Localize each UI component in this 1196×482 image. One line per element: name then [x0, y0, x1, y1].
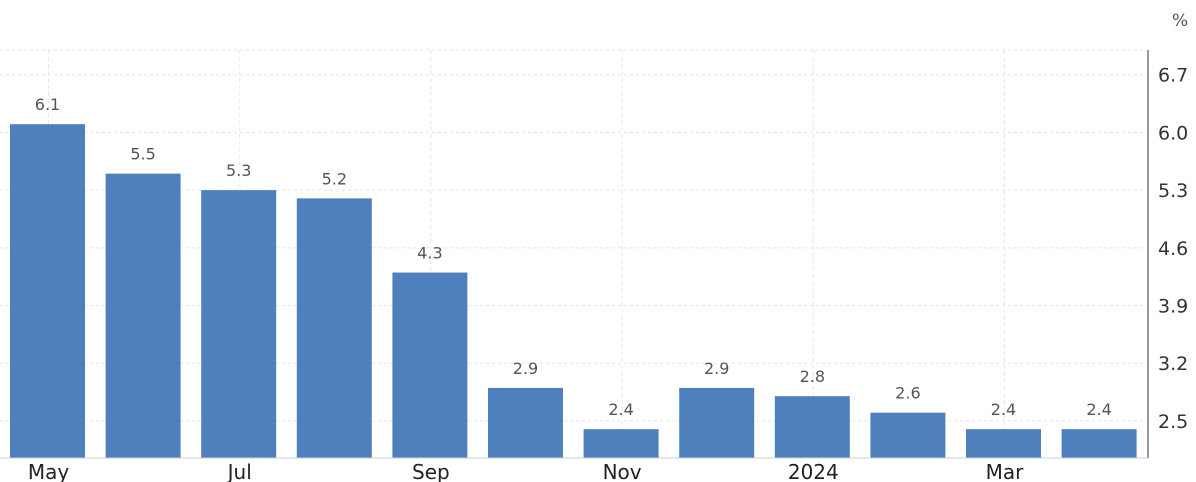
x-tick-label: May [28, 460, 70, 482]
axes: 2.5 3.2 3.9 4.6 5.3 6.0 6.7 May Jul Sep Nov 2024 Mar [0, 50, 1188, 482]
data-labels: 6.1 5.5 5.3 5.2 4.3 2.9 2.4 2.9 2.8 2.6 2.4 2.4 [35, 95, 1112, 419]
data-label: 2.6 [895, 384, 920, 403]
y-tick-label: 3.9 [1158, 296, 1188, 318]
bar-nov [583, 429, 659, 458]
data-label: 4.3 [417, 244, 442, 263]
x-tick-label: 2024 [788, 460, 839, 482]
y-tick-label: 6.0 [1158, 122, 1188, 144]
y-tick-label: 4.6 [1158, 238, 1188, 260]
bar-aug [296, 198, 372, 458]
bar-2024 [774, 396, 850, 458]
x-tick-label: Mar [986, 460, 1025, 482]
bar-jul [201, 190, 277, 458]
y-tick-label: 3.2 [1158, 353, 1188, 375]
data-label: 2.4 [608, 400, 633, 419]
data-label: 5.2 [322, 169, 347, 188]
data-label: 5.5 [130, 145, 155, 164]
bar-dec [679, 387, 755, 458]
y-unit-label: % [1172, 11, 1188, 31]
bar-sep [392, 272, 468, 458]
y-tick-label: 2.5 [1158, 411, 1188, 433]
bar-jun [105, 173, 181, 459]
x-tick-label: Sep [412, 460, 450, 482]
x-tick-label: Jul [226, 460, 252, 482]
data-label: 2.9 [704, 359, 729, 378]
data-label: 5.3 [226, 161, 251, 180]
bar-feb [870, 412, 946, 458]
y-tick-label: 6.7 [1158, 65, 1188, 87]
data-label: 2.4 [1086, 400, 1111, 419]
bar-oct [488, 387, 563, 458]
data-label: 2.8 [800, 367, 825, 386]
bars [10, 124, 1137, 459]
data-label: 6.1 [35, 95, 60, 114]
x-tick-label: Nov [603, 460, 642, 482]
bar-may [10, 124, 85, 458]
bar-mar [966, 429, 1041, 458]
data-label: 2.9 [513, 359, 538, 378]
data-label: 2.4 [991, 400, 1016, 419]
bar-apr [1061, 429, 1137, 458]
y-tick-label: 5.3 [1158, 180, 1188, 202]
